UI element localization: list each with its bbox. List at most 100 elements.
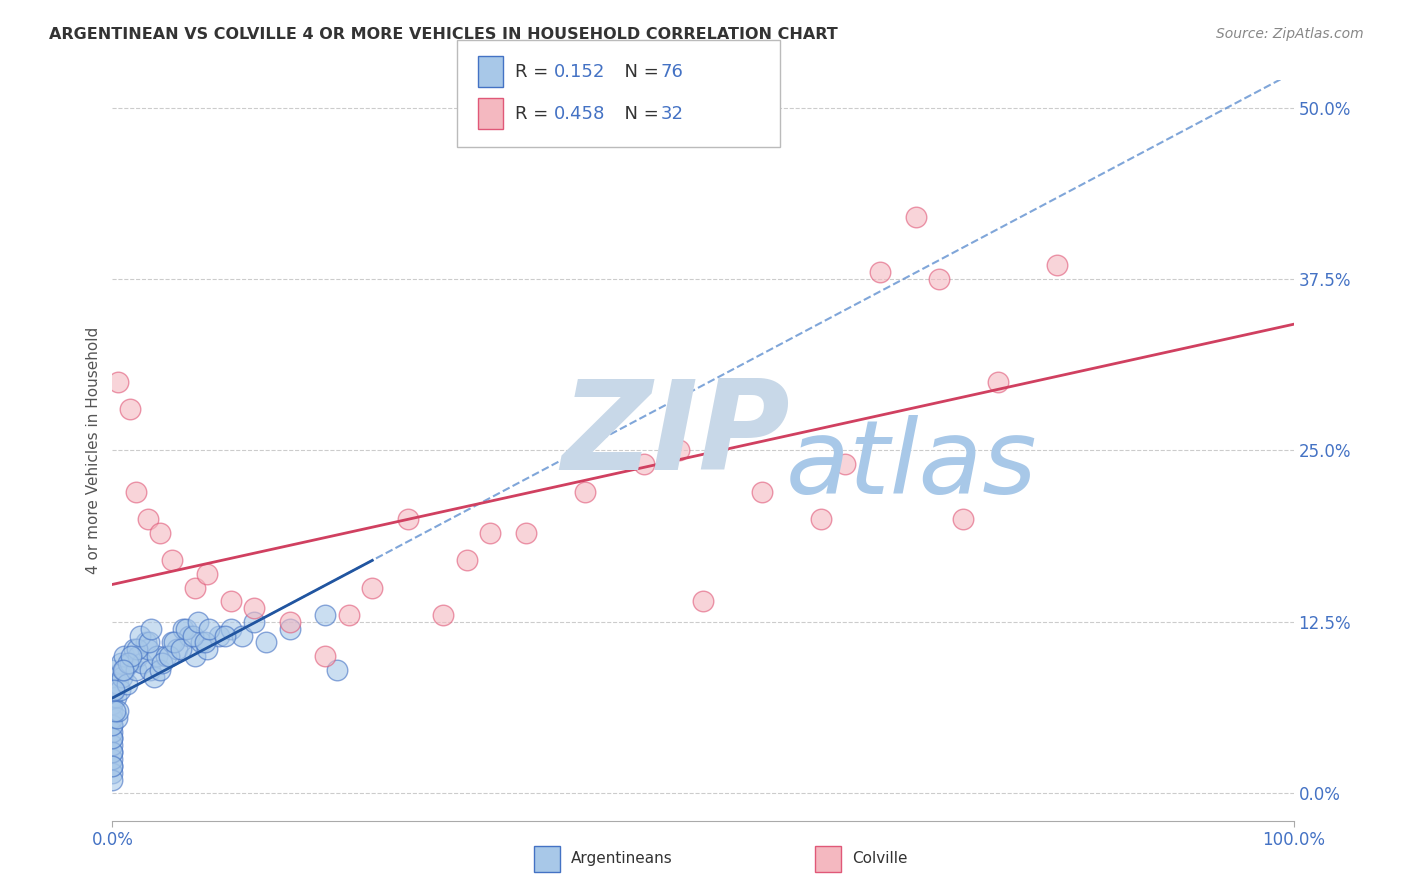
- Point: [141, 622, 163, 636]
- Point: [456, 553, 478, 567]
- Point: [107, 704, 129, 718]
- Point: [243, 601, 266, 615]
- Text: 32: 32: [661, 104, 683, 123]
- Point: [101, 738, 124, 752]
- Point: [195, 642, 218, 657]
- Point: [104, 704, 127, 718]
- Y-axis label: 4 or more Vehicles in Household: 4 or more Vehicles in Household: [86, 326, 101, 574]
- Point: [112, 663, 135, 677]
- Point: [668, 443, 690, 458]
- Point: [112, 649, 135, 664]
- Point: [120, 656, 142, 670]
- Point: [136, 642, 159, 657]
- Point: [101, 676, 124, 690]
- Point: [231, 628, 253, 642]
- Point: [110, 656, 132, 670]
- Point: [219, 622, 242, 636]
- Point: [117, 656, 139, 670]
- Point: [101, 724, 124, 739]
- Point: [125, 484, 148, 499]
- Point: [101, 663, 124, 677]
- Point: [987, 375, 1010, 389]
- Point: [574, 484, 596, 499]
- Point: [101, 752, 124, 766]
- Point: [139, 663, 162, 677]
- Point: [146, 649, 169, 664]
- Point: [337, 607, 360, 622]
- Text: atlas: atlas: [786, 416, 1038, 516]
- Point: [101, 765, 124, 780]
- Point: [181, 628, 204, 642]
- Point: [138, 635, 160, 649]
- Point: [278, 615, 301, 629]
- Point: [125, 663, 148, 677]
- Point: [314, 649, 336, 664]
- Point: [149, 663, 172, 677]
- Text: 0.152: 0.152: [554, 62, 606, 81]
- Point: [208, 628, 231, 642]
- Point: [128, 628, 150, 642]
- Point: [190, 635, 212, 649]
- Point: [101, 683, 124, 698]
- Point: [101, 717, 124, 731]
- Point: [184, 649, 207, 664]
- Text: 76: 76: [661, 62, 683, 81]
- Text: Source: ZipAtlas.com: Source: ZipAtlas.com: [1216, 27, 1364, 41]
- Point: [326, 663, 349, 677]
- Point: [904, 211, 927, 225]
- Point: [278, 622, 301, 636]
- Point: [479, 525, 502, 540]
- Point: [186, 615, 208, 629]
- Point: [179, 628, 201, 642]
- Point: [198, 622, 221, 636]
- Point: [150, 656, 173, 670]
- Point: [127, 649, 149, 664]
- Text: ZIP: ZIP: [561, 376, 790, 496]
- Point: [101, 745, 124, 759]
- Point: [101, 759, 124, 773]
- Text: Colville: Colville: [852, 852, 907, 866]
- Point: [195, 566, 218, 581]
- Point: [122, 642, 145, 657]
- Point: [105, 711, 128, 725]
- Point: [314, 607, 336, 622]
- Point: [361, 581, 384, 595]
- Point: [160, 635, 183, 649]
- Point: [869, 265, 891, 279]
- Text: R =: R =: [515, 104, 554, 123]
- Point: [101, 704, 124, 718]
- Text: R =: R =: [515, 62, 554, 81]
- Point: [396, 512, 419, 526]
- Point: [254, 635, 277, 649]
- Point: [155, 649, 177, 664]
- Point: [160, 553, 183, 567]
- Point: [163, 635, 186, 649]
- Point: [101, 690, 124, 705]
- Point: [101, 717, 124, 731]
- Point: [127, 642, 149, 657]
- Point: [834, 457, 856, 471]
- Point: [928, 272, 950, 286]
- Point: [194, 635, 217, 649]
- Point: [136, 512, 159, 526]
- Text: 0.458: 0.458: [554, 104, 606, 123]
- Point: [105, 690, 128, 705]
- Text: Argentineans: Argentineans: [571, 852, 672, 866]
- Point: [633, 457, 655, 471]
- Text: N =: N =: [613, 104, 665, 123]
- Point: [174, 622, 197, 636]
- Text: N =: N =: [613, 62, 665, 81]
- Point: [952, 512, 974, 526]
- Point: [170, 642, 193, 657]
- Point: [101, 697, 124, 711]
- Point: [135, 635, 157, 649]
- Point: [214, 628, 236, 642]
- Point: [131, 656, 153, 670]
- Point: [107, 375, 129, 389]
- Point: [149, 525, 172, 540]
- Point: [692, 594, 714, 608]
- Point: [243, 615, 266, 629]
- Point: [103, 683, 125, 698]
- Point: [101, 711, 124, 725]
- Point: [219, 594, 242, 608]
